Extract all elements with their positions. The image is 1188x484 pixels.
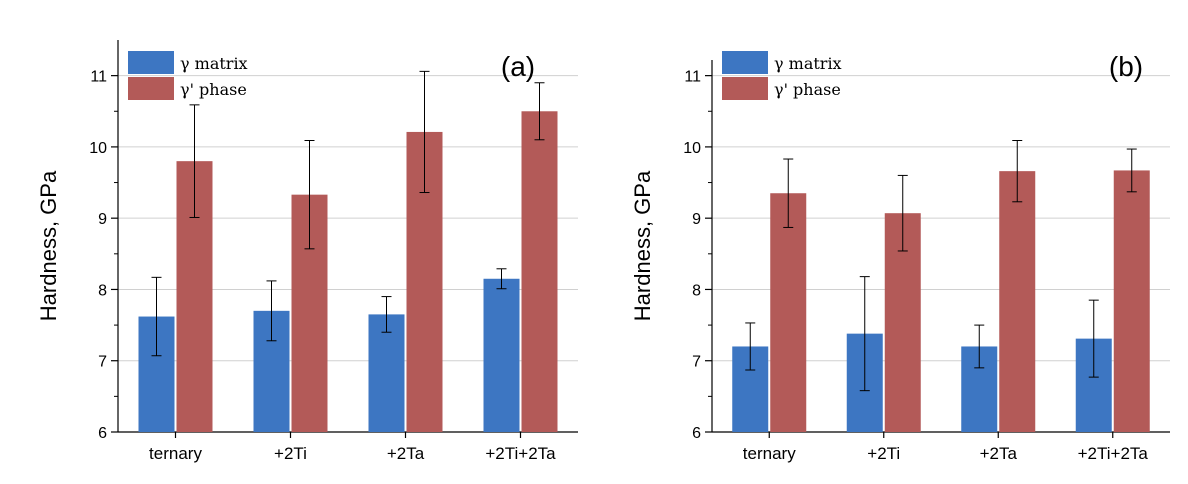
- legend-swatch: [722, 77, 768, 100]
- x-tick-label: +2Ti: [274, 444, 307, 463]
- legend-swatch: [722, 51, 768, 74]
- panel-label: (b): [1109, 51, 1143, 82]
- bar-gamma-matrix: [483, 278, 520, 432]
- legend-swatch: [128, 77, 174, 100]
- x-tick-label: ternary: [743, 444, 796, 463]
- legend-label: γ' phase: [774, 80, 841, 99]
- y-tick-label: 10: [683, 140, 701, 157]
- bar-gamma-prime-phase: [999, 171, 1036, 432]
- bar-gamma-prime-phase: [770, 193, 807, 432]
- y-tick-label: 6: [98, 425, 107, 442]
- y-axis-label: Hardness, GPa: [630, 170, 655, 321]
- x-tick-label: +2Ta: [980, 444, 1018, 463]
- y-tick-label: 7: [692, 354, 701, 371]
- y-tick-label: 9: [692, 211, 701, 228]
- bar-gamma-prime-phase: [1113, 170, 1150, 433]
- bar-gamma-prime-phase: [521, 111, 558, 432]
- legend-label: γ matrix: [180, 54, 248, 73]
- y-tick-label: 6: [692, 425, 701, 442]
- y-tick-label: 11: [90, 69, 107, 86]
- x-tick-label: +2Ta: [387, 444, 425, 463]
- bar-gamma-matrix: [368, 314, 405, 432]
- legend-label: γ matrix: [774, 54, 842, 73]
- x-tick-label: ternary: [149, 444, 202, 463]
- legend-label: γ' phase: [180, 80, 247, 99]
- y-tick-label: 11: [684, 69, 701, 86]
- y-tick-label: 8: [98, 282, 107, 299]
- x-tick-label: +2Ti+2Ta: [1078, 444, 1149, 463]
- x-tick-label: +2Ti: [867, 444, 900, 463]
- panel-label: (a): [501, 51, 535, 82]
- legend-swatch: [128, 51, 174, 74]
- y-tick-label: 8: [692, 282, 701, 299]
- y-tick-label: 9: [98, 211, 107, 228]
- y-tick-label: 10: [89, 140, 107, 157]
- y-axis-label: Hardness, GPa: [36, 170, 61, 321]
- x-tick-label: +2Ti+2Ta: [485, 444, 556, 463]
- y-tick-label: 7: [98, 354, 107, 371]
